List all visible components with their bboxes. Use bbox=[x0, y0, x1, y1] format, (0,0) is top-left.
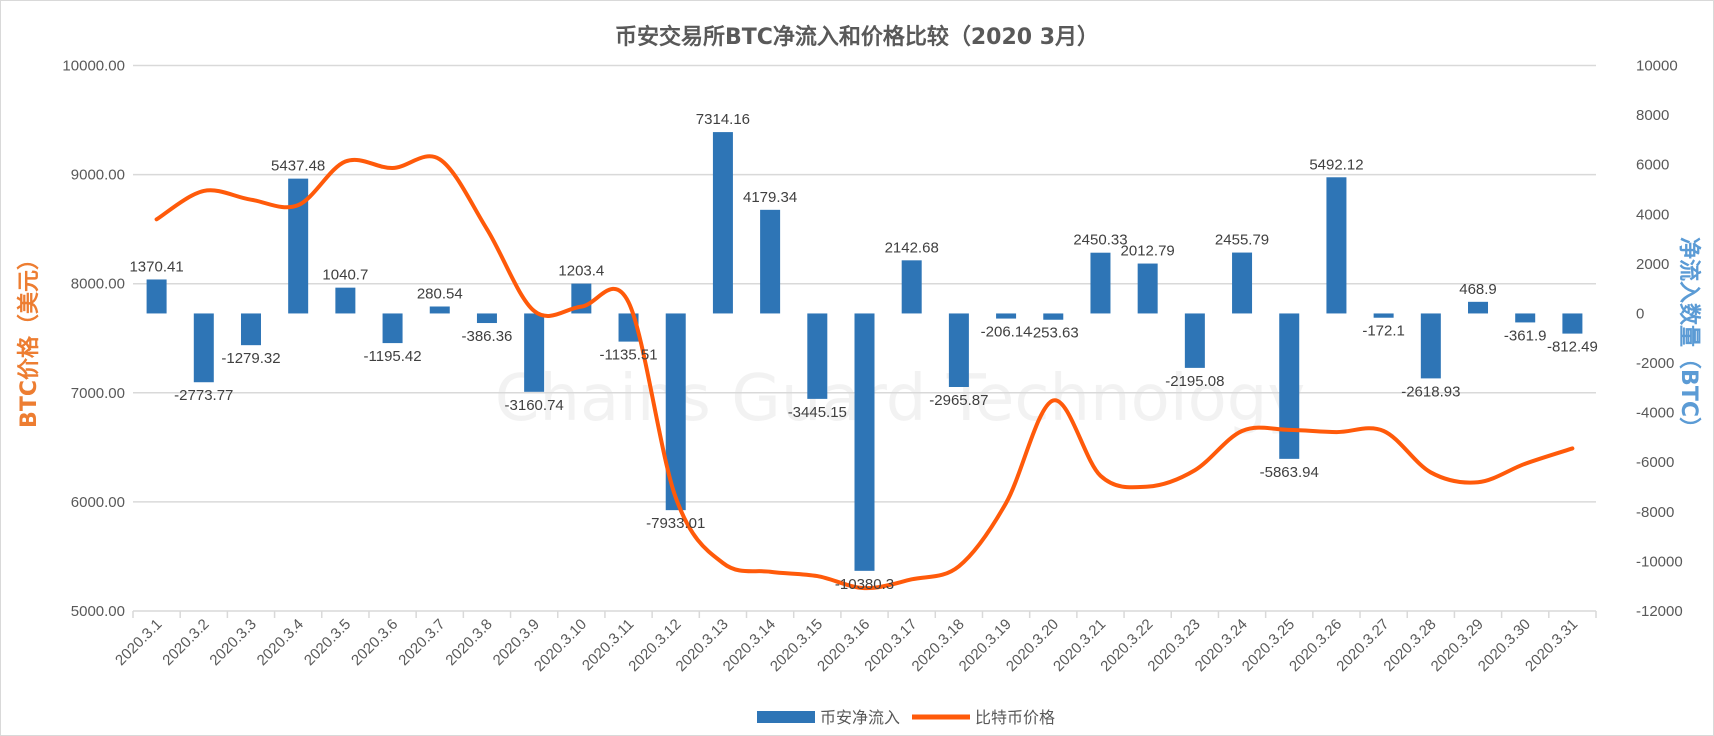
data-label: -3445.15 bbox=[788, 404, 847, 421]
data-label: -386.36 bbox=[462, 328, 513, 345]
data-label: -10380.3 bbox=[835, 576, 894, 593]
data-label: 5492.12 bbox=[1309, 156, 1363, 173]
data-label: -2965.87 bbox=[929, 392, 988, 409]
data-label: -361.9 bbox=[1504, 327, 1547, 344]
y-right-tick-label: 6000 bbox=[1636, 157, 1669, 174]
chart-title: 币安交易所BTC净流入和价格比较（2020 3月） bbox=[615, 24, 1099, 50]
bar bbox=[1515, 313, 1536, 323]
y-left-tick-label: 5000.00 bbox=[71, 603, 125, 620]
x-tick-label: 2020.3.6 bbox=[348, 616, 401, 669]
y-right-tick-label: 4000 bbox=[1636, 206, 1669, 223]
y-right-tick-label: -10000 bbox=[1636, 553, 1683, 570]
y-axis-left-title: BTC价格（美元） bbox=[16, 248, 42, 428]
data-label: -2773.77 bbox=[174, 387, 233, 404]
data-label: 2450.33 bbox=[1073, 232, 1127, 249]
bar bbox=[476, 313, 497, 324]
bar bbox=[524, 313, 545, 392]
bar bbox=[1232, 252, 1253, 314]
data-label: -253.63 bbox=[1028, 325, 1079, 342]
bar bbox=[1468, 301, 1489, 314]
bar bbox=[146, 279, 167, 314]
bar bbox=[712, 132, 733, 314]
bar bbox=[1184, 313, 1205, 368]
watermark: Chains Guard Technology bbox=[495, 362, 1306, 436]
legend-swatch-bar bbox=[757, 711, 815, 723]
data-label: -5863.94 bbox=[1260, 464, 1319, 481]
data-label: 1040.7 bbox=[322, 267, 368, 284]
data-label: -1195.42 bbox=[364, 348, 422, 365]
x-tick-label: 2020.3.8 bbox=[442, 616, 495, 669]
y-right-tick-label: 8000 bbox=[1636, 107, 1669, 124]
data-label: 1370.41 bbox=[129, 258, 183, 275]
data-label: -812.49 bbox=[1547, 339, 1598, 356]
data-label: -2195.08 bbox=[1165, 373, 1224, 390]
bar bbox=[1562, 313, 1583, 334]
bar bbox=[665, 313, 686, 511]
data-label: -206.14 bbox=[981, 324, 1032, 341]
bar bbox=[1043, 313, 1064, 320]
data-label: 280.54 bbox=[417, 285, 463, 302]
y-right-tick-label: -6000 bbox=[1636, 454, 1674, 471]
data-label: -1135.51 bbox=[599, 347, 657, 364]
bar bbox=[1090, 252, 1111, 314]
x-tick-label: 2020.3.7 bbox=[395, 616, 448, 669]
bar bbox=[288, 178, 309, 314]
data-label: -3160.74 bbox=[505, 397, 564, 414]
x-tick-label: 2020.3.2 bbox=[159, 616, 212, 669]
y-right-tick-label: -8000 bbox=[1636, 504, 1674, 521]
legend: 币安净流入 比特币价格 bbox=[757, 708, 1055, 727]
data-label: -1279.32 bbox=[221, 350, 280, 367]
bar bbox=[807, 313, 828, 399]
y-left-tick-label: 9000.00 bbox=[71, 167, 125, 184]
bar bbox=[240, 313, 261, 346]
data-label: 468.9 bbox=[1459, 281, 1497, 298]
y-left-tick-label: 10000.00 bbox=[62, 58, 125, 75]
data-label: -2618.93 bbox=[1401, 383, 1460, 400]
data-label: 4179.34 bbox=[743, 189, 797, 206]
bar bbox=[429, 306, 450, 314]
data-label: 2142.68 bbox=[885, 239, 939, 256]
y-right-tick-label: -4000 bbox=[1636, 405, 1674, 422]
y-left-tick-label: 7000.00 bbox=[71, 385, 125, 402]
y-left-tick-label: 8000.00 bbox=[71, 276, 125, 293]
x-tick-label: 2020.3.1 bbox=[112, 616, 165, 669]
legend-label-inflow: 币安净流入 bbox=[820, 708, 900, 727]
bar bbox=[193, 313, 214, 383]
data-label: 2012.79 bbox=[1121, 243, 1175, 260]
y-left-tick-label: 6000.00 bbox=[71, 494, 125, 511]
data-label: 5437.48 bbox=[271, 158, 325, 175]
data-label: -172.1 bbox=[1362, 323, 1405, 340]
y-right-tick-label: 10000 bbox=[1636, 58, 1678, 75]
price-line bbox=[154, 154, 1575, 591]
bar bbox=[901, 260, 922, 314]
bar bbox=[760, 209, 781, 314]
legend-label-price: 比特币价格 bbox=[975, 708, 1055, 727]
x-tick-label: 2020.3.5 bbox=[301, 616, 354, 669]
y-right-tick-label: 2000 bbox=[1636, 256, 1669, 273]
bar bbox=[948, 313, 969, 387]
bar bbox=[1373, 313, 1394, 318]
bar bbox=[1420, 313, 1441, 379]
y-right-tick-label: 0 bbox=[1636, 305, 1644, 322]
data-label: 7314.16 bbox=[696, 111, 750, 128]
y-axis-right-title: 净流入数量（BTC） bbox=[1676, 237, 1702, 439]
x-tick-label: 2020.3.4 bbox=[254, 616, 307, 669]
bar bbox=[1326, 177, 1347, 314]
y-right-tick-label: -12000 bbox=[1636, 603, 1683, 620]
data-label: -7933.01 bbox=[646, 515, 705, 532]
y-right-tick-label: -2000 bbox=[1636, 355, 1674, 372]
x-tick-label: 2020.3.3 bbox=[207, 616, 260, 669]
data-label: 1203.4 bbox=[558, 263, 604, 280]
bar bbox=[335, 287, 356, 314]
bar bbox=[382, 313, 403, 344]
data-label: 2455.79 bbox=[1215, 232, 1269, 249]
bar bbox=[1137, 263, 1158, 314]
bar bbox=[996, 313, 1017, 319]
bar bbox=[854, 313, 875, 571]
bar bbox=[1279, 313, 1300, 459]
